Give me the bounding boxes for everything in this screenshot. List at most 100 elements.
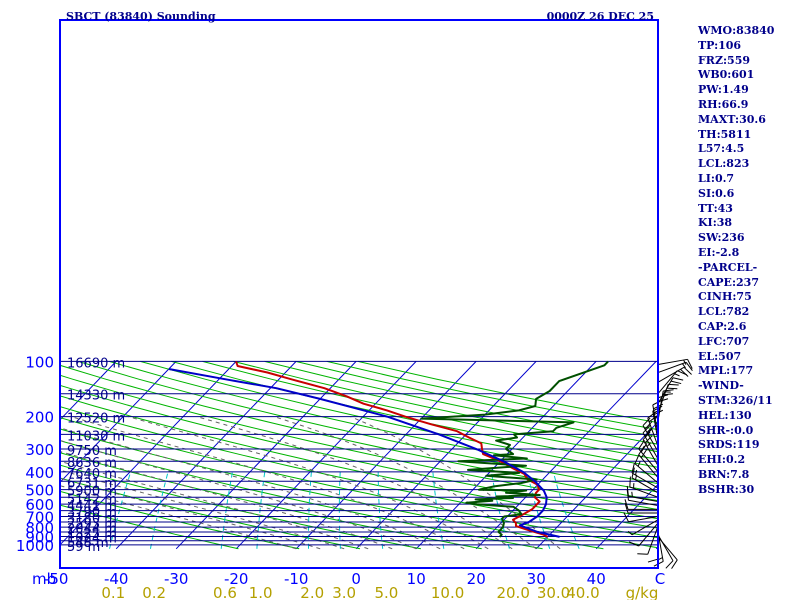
height-label: 8636 m	[67, 456, 117, 471]
wind-barb-staff	[657, 358, 688, 366]
index-line: CINH:75	[698, 290, 752, 304]
wind-barb-half-flag	[682, 363, 686, 369]
wind-barb-flag	[628, 541, 639, 547]
index-line: FRZ:559	[698, 53, 751, 67]
temperature-tick-label: 10	[407, 570, 426, 588]
moist-adiabat-line	[60, 485, 297, 550]
mixing-ratio-tick-label: 0.2	[142, 584, 166, 600]
mixing-ratio-tick-label: 3.0	[332, 584, 356, 600]
wind-barb-flag	[624, 502, 629, 514]
dry-adiabat-line	[140, 360, 658, 476]
pressure-tick-label: 1000	[16, 537, 54, 555]
moist-adiabat-line	[60, 439, 417, 550]
wind-barb-staff	[628, 515, 659, 523]
index-line: LI:0.7	[698, 171, 735, 185]
index-line: SRDS:119	[698, 438, 760, 452]
wind-barb-flag	[638, 445, 645, 455]
wind-barb-half-flag	[637, 461, 641, 467]
wind-barb-staff	[647, 417, 659, 447]
index-line: SHR-:0.0	[698, 423, 754, 437]
index-line: LCL:782	[698, 305, 750, 319]
index-line: MPL:177	[698, 364, 754, 378]
pressure-tick-label: 800	[25, 519, 54, 537]
wind-barb-staff	[642, 432, 659, 460]
height-label: 2593 m	[67, 517, 117, 532]
index-line: BRN:7.8	[698, 467, 750, 481]
wind-barb-flag	[680, 368, 689, 377]
wind-barb-flag	[672, 377, 684, 381]
height-label: 4441 m	[67, 499, 117, 514]
isotherm-line	[475, 361, 657, 550]
pressure-tick-label: 100	[25, 353, 54, 371]
isotherm-line	[60, 361, 237, 546]
index-line: STM:326/11	[698, 393, 773, 407]
index-line: L57:4.5	[698, 142, 745, 156]
height-label: 7640 m	[67, 467, 117, 482]
dry-adiabat-line	[109, 360, 658, 485]
wind-barb	[657, 358, 693, 369]
dry-adiabat-line	[60, 417, 658, 549]
wind-barb	[623, 512, 659, 523]
dry-adiabat-line	[233, 360, 658, 453]
wind-barb-staff	[628, 495, 659, 502]
dry-adiabat-line	[60, 428, 604, 550]
wind-barb-flag	[642, 425, 651, 434]
wind-barb-flag	[666, 387, 678, 390]
wind-barb-flag	[642, 431, 651, 441]
moist-adiabat-line	[196, 416, 513, 550]
index-line: LCL:823	[698, 157, 750, 171]
height-label: 548 m	[67, 536, 109, 551]
wind-barb-staff	[629, 486, 659, 498]
dry-adiabat-line	[60, 477, 361, 550]
height-label: 5900 m	[67, 485, 117, 500]
wind-barb-flag	[631, 467, 635, 478]
height-label: 9750 m	[67, 444, 117, 459]
mixing-ratio-tick-label: 20.0	[496, 584, 529, 600]
height-label: 11030 m	[67, 429, 125, 444]
wind-barb-flag	[644, 421, 653, 430]
index-line: MAXT:30.6	[698, 112, 766, 126]
wind-barb-half-flag	[646, 428, 651, 433]
dry-adiabat-line	[60, 406, 658, 539]
station-title: SBCT (83840) Sounding	[66, 10, 216, 23]
index-line: RH:66.9	[698, 97, 749, 111]
wind-barb-flag	[648, 415, 658, 423]
wind-barb-staff	[631, 519, 659, 536]
height-label: 6731 m	[67, 476, 117, 491]
mixing-ratio-tick-label: 1.0	[249, 584, 273, 600]
height-label: 16690 m	[67, 356, 125, 371]
dry-adiabat-line	[60, 364, 658, 502]
isotherm-line	[60, 361, 177, 484]
wind-barb	[642, 431, 659, 466]
mixing-ratio-line	[150, 471, 169, 549]
mixing-ratio-tick-label: 10.0	[431, 584, 464, 600]
height-label: 1024 m	[67, 532, 117, 547]
wind-barb-staff	[657, 370, 678, 395]
mixing-ratio-tick-label: 40.0	[566, 584, 599, 600]
wind-barb-flag	[687, 359, 693, 369]
pressure-tick-label: 200	[25, 409, 54, 427]
dry-adiabat-line	[264, 360, 658, 445]
dry-adiabat-line	[60, 384, 658, 520]
wind-barb	[629, 476, 659, 498]
wind-barb	[657, 366, 692, 383]
wind-barb-staff	[647, 525, 659, 555]
height-label: 2044 m	[67, 522, 117, 537]
temperature-tick-label: 40	[587, 570, 606, 588]
index-line: TP:106	[698, 38, 742, 52]
wind-barb	[657, 536, 678, 569]
moist-adiabat-line	[273, 416, 537, 550]
wind-barb-flag	[640, 448, 648, 458]
mixing-ratio-line	[552, 471, 580, 549]
wind-barb-flag	[623, 512, 629, 522]
dry-adiabat-line	[60, 464, 421, 550]
index-line: -PARCEL-	[698, 260, 758, 274]
mixing-ratio-tick-label: 2.0	[300, 584, 324, 600]
height-label: 3790 m	[67, 506, 117, 521]
index-line: SI:0.6	[698, 186, 735, 200]
mixing-ratio-line	[256, 471, 266, 549]
moist-adiabat-line	[60, 427, 441, 550]
plot-frame	[59, 19, 659, 569]
dry-adiabat-line	[202, 360, 658, 460]
